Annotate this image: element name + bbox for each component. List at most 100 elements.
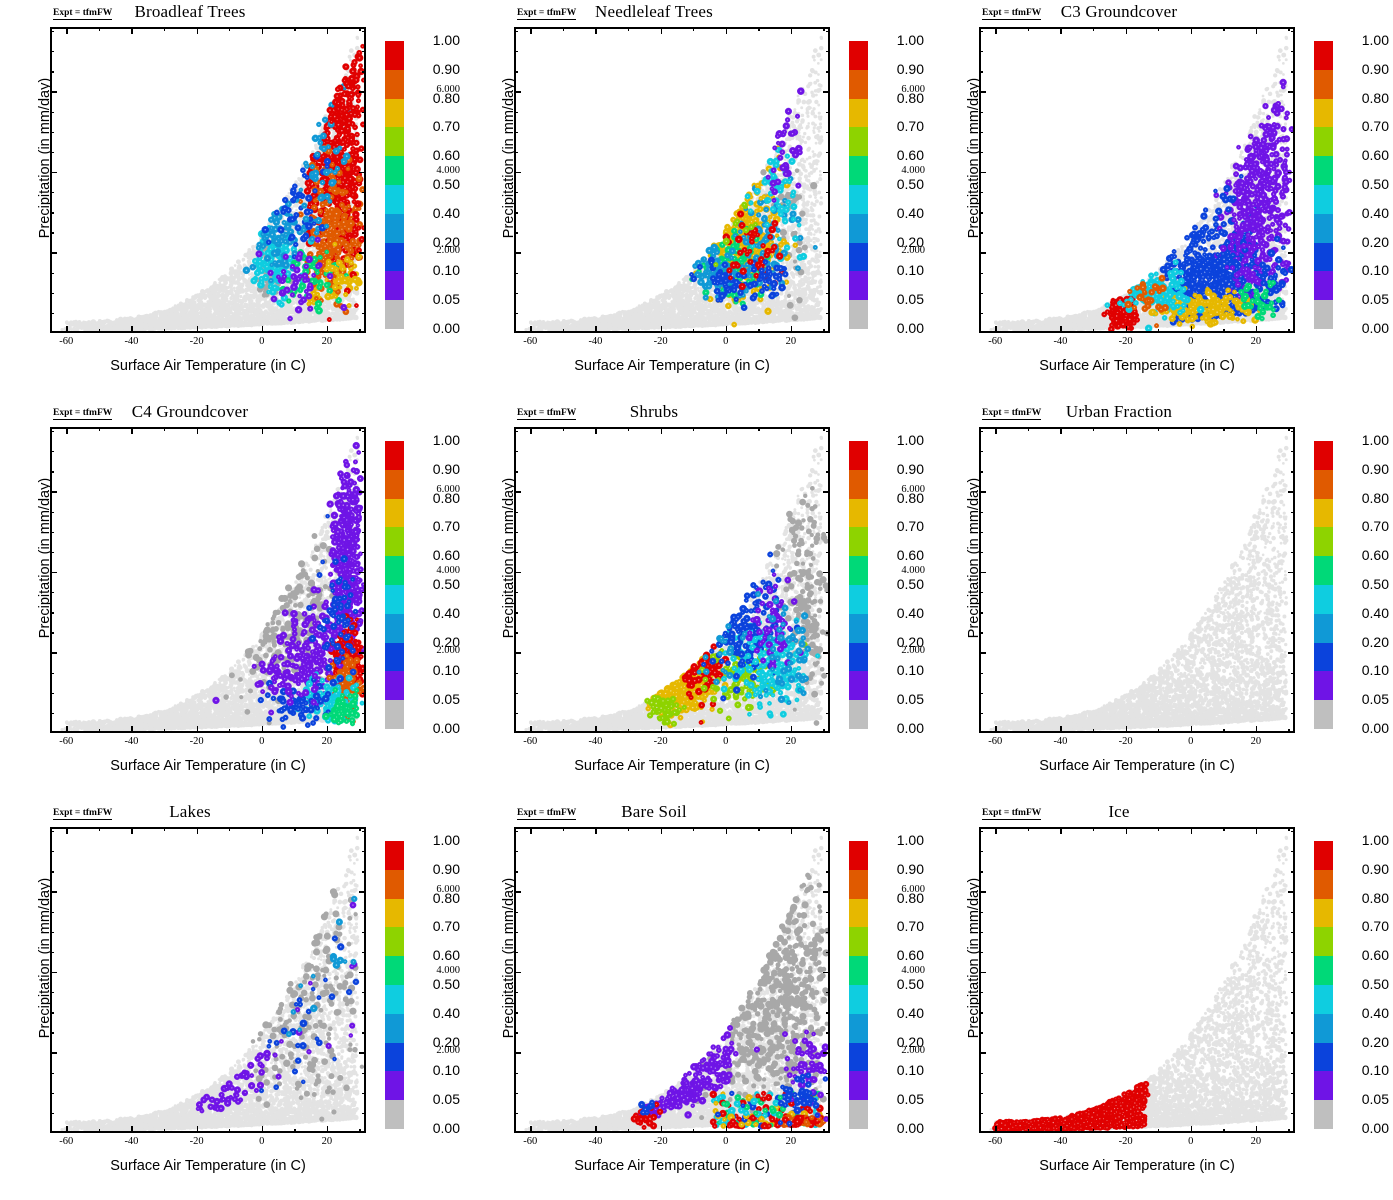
colorbar-band — [1314, 642, 1333, 672]
colorbar-tick-label: 0.50 — [872, 176, 924, 192]
colorbar-tick-label: 0.60 — [1337, 547, 1389, 563]
y-tick-label: 2.000 — [873, 1045, 925, 1056]
x-tick-label: -40 — [575, 736, 615, 747]
colorbar-tick-label: 0.70 — [872, 918, 924, 934]
colorbar-tick-label: 0.70 — [1337, 518, 1389, 534]
colorbar-band — [385, 98, 404, 128]
scatter-points — [989, 435, 1289, 731]
x-tick-label: -40 — [111, 1136, 151, 1147]
colorbar-labels: 1.00 0.90 0.80 0.70 0.60 0.50 0.40 0.20 0.10 0.05… — [408, 829, 464, 1141]
scatter-points — [989, 835, 1289, 1131]
colorbar-band — [1314, 213, 1333, 243]
colorbar-tick-label: 0.90 — [408, 861, 460, 877]
plot-area — [514, 827, 830, 1133]
experiment-label: Expt = tfmFW — [517, 408, 577, 420]
x-tick-label: 0 — [242, 736, 282, 747]
y-tick-label: 2.000 — [408, 245, 460, 256]
colorbar-tick-label: 0.00 — [872, 320, 924, 336]
colorbar-band — [849, 1042, 868, 1072]
colorbar-tick-label: 0.00 — [1337, 320, 1389, 336]
colorbar-tick-label: 0.70 — [1337, 918, 1389, 934]
colorbar-tick-label: 1.00 — [872, 832, 924, 848]
colorbar-tick-label: 0.90 — [872, 461, 924, 477]
y-tick-label: 6.000 — [408, 484, 460, 495]
colorbar-tick-label: 0.00 — [872, 720, 924, 736]
colorbar-tick-label: 1.00 — [1337, 832, 1389, 848]
colorbar-band — [385, 613, 404, 643]
colorbar-tick-label: 0.05 — [872, 291, 924, 307]
colorbar-labels: 1.00 0.90 0.80 0.70 0.60 0.50 0.40 0.20 0.10 0.05… — [872, 429, 928, 741]
colorbar-labels: 1.00 0.90 0.80 0.70 0.60 0.50 0.40 0.20 0.10 0.05… — [408, 29, 464, 341]
colorbar-band — [1314, 271, 1333, 301]
x-axis-ticks: -60 -40 -20 0 20 — [514, 336, 830, 352]
x-tick-label: 20 — [771, 1136, 811, 1147]
x-axis-ticks: -60 -40 -20 0 20 — [50, 1136, 366, 1152]
colorbar-band — [385, 556, 404, 586]
x-tick-label: -60 — [510, 736, 550, 747]
colorbar-tick-label: 0.60 — [872, 547, 924, 563]
panel-title: Ice — [929, 802, 1309, 822]
x-tick-label: -40 — [1040, 736, 1080, 747]
colorbar — [1314, 441, 1333, 730]
colorbar-tick-label: 0.90 — [408, 461, 460, 477]
x-axis-title: Surface Air Temperature (in C) — [979, 1158, 1295, 1174]
colorbar-tick-label: 1.00 — [872, 32, 924, 48]
x-tick-label: 0 — [1171, 336, 1211, 347]
colorbar-band — [849, 98, 868, 128]
colorbar-band — [1314, 1042, 1333, 1072]
colorbar-tick-label: 0.40 — [872, 205, 924, 221]
colorbar-tick-label: 0.40 — [408, 605, 460, 621]
colorbar-tick-label: 0.20 — [1337, 1034, 1389, 1050]
x-tick-label: -20 — [641, 336, 681, 347]
colorbar-tick-label: 0.40 — [872, 605, 924, 621]
colorbar-band — [1314, 671, 1333, 701]
colorbar-tick-label: 0.50 — [1337, 176, 1389, 192]
x-tick-label: 0 — [706, 736, 746, 747]
colorbar-band — [1314, 898, 1333, 928]
colorbar-tick-label: 0.10 — [872, 1062, 924, 1078]
x-tick-label: -40 — [1040, 1136, 1080, 1147]
panel-title: Lakes — [0, 802, 380, 822]
x-axis-ticks: -60 -40 -20 0 20 — [50, 336, 366, 352]
colorbar-tick-label: 0.05 — [1337, 1091, 1389, 1107]
colorbar-band — [1314, 527, 1333, 557]
colorbar-tick-label: 0.60 — [408, 147, 460, 163]
x-tick-label: 20 — [771, 736, 811, 747]
colorbar-band — [1314, 69, 1333, 99]
colorbar-band — [849, 185, 868, 215]
colorbar-tick-label: 0.50 — [408, 576, 460, 592]
colorbar-tick-label: 0.50 — [1337, 976, 1389, 992]
x-axis-title: Surface Air Temperature (in C) — [50, 1158, 366, 1174]
colorbar-band — [385, 927, 404, 957]
colorbar-band — [385, 841, 404, 871]
colorbar-band — [1314, 498, 1333, 528]
y-tick-label: 2.000 — [408, 1045, 460, 1056]
colorbar-tick-label: 0.60 — [408, 547, 460, 563]
colorbar-tick-label: 0.80 — [872, 890, 924, 906]
colorbar-tick-label: 0.00 — [872, 1120, 924, 1136]
colorbar-band — [1314, 700, 1333, 730]
x-tick-label: -40 — [111, 736, 151, 747]
x-tick-label: -60 — [46, 336, 86, 347]
colorbar-tick-label: 0.40 — [1337, 1005, 1389, 1021]
colorbar-labels: 1.00 0.90 0.80 0.70 0.60 0.50 0.40 0.20 0.10 0.05… — [1337, 829, 1393, 1141]
colorbar-tick-label: 0.05 — [872, 691, 924, 707]
colorbar-labels: 1.00 0.90 0.80 0.70 0.60 0.50 0.40 0.20 0.10 0.05… — [408, 429, 464, 741]
plot-area — [979, 827, 1295, 1133]
x-tick-label: 20 — [1236, 336, 1276, 347]
colorbar-band — [849, 41, 868, 71]
y-tick-label: 6.000 — [873, 884, 925, 895]
colorbar-band — [1314, 98, 1333, 128]
colorbar-tick-label: 0.00 — [408, 320, 460, 336]
colorbar-tick-label: 0.70 — [408, 918, 460, 934]
x-axis-ticks: -60 -40 -20 0 20 — [979, 736, 1295, 752]
y-tick-label: 2.000 — [408, 645, 460, 656]
colorbar-band — [385, 1071, 404, 1101]
x-tick-label: 0 — [242, 336, 282, 347]
colorbar-band — [385, 185, 404, 215]
y-axis-ticks: 2.000 4.000 6.000 — [873, 827, 925, 1133]
colorbar-band — [385, 41, 404, 71]
colorbar-tick-label: 0.80 — [1337, 490, 1389, 506]
